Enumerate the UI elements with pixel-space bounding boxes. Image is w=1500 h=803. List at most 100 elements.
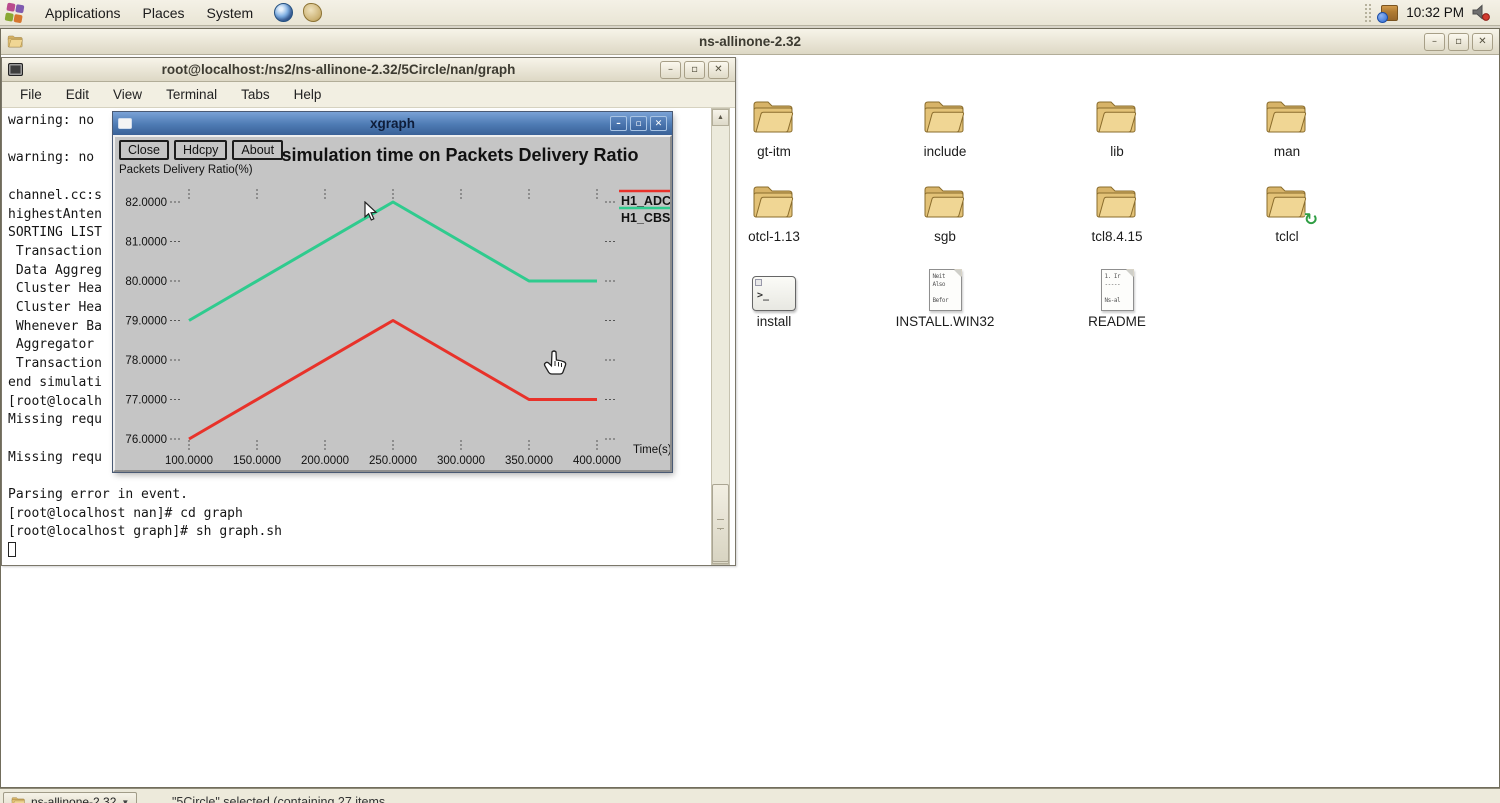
file-label: tcl8.4.15 (1091, 229, 1143, 244)
symlink-emblem-icon: ↻ (1303, 210, 1318, 230)
x-tick-label: 100.0000 (165, 455, 213, 467)
file-label: INSTALL.WIN32 (895, 314, 995, 329)
panel-menu-applications[interactable]: Applications (45, 4, 121, 21)
close-button[interactable]: ✕ (708, 60, 729, 79)
launcher-icon[interactable] (303, 3, 323, 22)
file-label: include (923, 144, 967, 159)
top-panel: Applications Places System 10:32 PM (0, 0, 1500, 26)
x-tick-label: 250.0000 (369, 455, 417, 467)
panel-left: Applications Places System (0, 2, 323, 23)
folder-icon (1264, 183, 1310, 226)
file-label: man (1273, 144, 1301, 159)
legend-label: H1_CBS (621, 211, 670, 225)
file-item-README[interactable]: 1. Ir ----- Ns-al README (1042, 261, 1192, 343)
hdcpy-button[interactable]: Hdcpy (173, 140, 228, 160)
minimize-button[interactable]: – (1424, 32, 1445, 51)
y-tick-label: 80.0000 (125, 276, 167, 288)
terminal-line: Cluster Hea (8, 281, 102, 297)
taskbar: ns-allinone-2.32 ▼ "5Circle" selected (c… (0, 788, 1500, 803)
terminal-line: warning: no (8, 150, 95, 166)
line-chart: 76.0000 77.0000 78.0000 79.0000 80.0000 81.00… (125, 189, 670, 467)
panel-menu-places[interactable]: Places (142, 4, 185, 21)
file-item-otcl-1.13[interactable]: otcl-1.13 (699, 176, 849, 258)
taskbar-window-button[interactable]: ns-allinone-2.32 ▼ (3, 792, 138, 803)
folder-icon (7, 34, 24, 49)
clock[interactable]: 10:32 PM (1406, 5, 1464, 20)
taskbar-window-label: ns-allinone-2.32 (31, 795, 117, 803)
scrollbar-thumb[interactable] (712, 484, 729, 562)
menu-tabs[interactable]: Tabs (241, 87, 270, 102)
file-item-install[interactable]: >_ install (699, 261, 849, 343)
terminal-scrollbar[interactable]: ▲ ▼ (711, 108, 730, 565)
distro-logo-icon[interactable] (4, 2, 26, 23)
volume-muted-icon[interactable] (1472, 3, 1492, 22)
text-file-icon: 1. Ir ----- Ns-al (1100, 269, 1134, 311)
terminal-line: channel.cc:s (8, 187, 102, 203)
terminal-line: Parsing error in event. (8, 487, 189, 503)
folder-icon (922, 98, 968, 141)
terminal-line: SORTING LIST (8, 225, 102, 241)
folder-icon (11, 796, 25, 803)
window-title: xgraph (369, 116, 415, 131)
y-tick-label: 76.0000 (125, 434, 167, 446)
file-item-man[interactable]: man (1212, 91, 1362, 173)
menu-view[interactable]: View (113, 87, 143, 102)
minimize-button[interactable]: – (610, 116, 627, 131)
file-item-tcl8.4.15[interactable]: tcl8.4.15 (1042, 176, 1192, 258)
folder-icon (1094, 183, 1140, 226)
terminal-line: Transaction (8, 356, 102, 372)
file-item-gt-itm[interactable]: gt-itm (699, 91, 849, 173)
x-axis-label: Time(s) (633, 444, 670, 456)
xgraph-titlebar[interactable]: xgraph – ▫ ✕ (113, 112, 672, 135)
taskbar-status-text: "5Circle" selected (containing 27 items.… (172, 795, 396, 803)
maximize-button[interactable]: ▫ (684, 60, 705, 79)
y-tick-label: 82.0000 (125, 197, 167, 209)
x-tick-label: 350.0000 (505, 455, 553, 467)
series-H1_CBS (188, 200, 597, 322)
terminal-line: warning: no (8, 113, 95, 128)
menu-edit[interactable]: Edit (65, 87, 90, 102)
panel-grip[interactable] (1364, 2, 1374, 23)
minimize-button[interactable]: – (660, 60, 681, 79)
terminal-line: [root@localhost nan]# cd graph (8, 505, 243, 521)
xgraph-body: 76.0000 77.0000 78.0000 79.0000 80.0000 81.00… (113, 135, 672, 472)
x-tick-label: 400.0000 (573, 455, 621, 467)
close-button[interactable]: ✕ (1472, 32, 1493, 51)
update-badge-icon (1377, 11, 1389, 23)
about-button[interactable]: About (232, 140, 284, 160)
menu-help[interactable]: Help (293, 87, 322, 102)
file-item-INSTALL.WIN32[interactable]: Neit Also Befor INSTALL.WIN32 (870, 261, 1020, 343)
file-item-include[interactable]: include (870, 91, 1020, 173)
file-label: install (756, 314, 792, 329)
folder-icon (751, 183, 797, 226)
close-button[interactable]: ✕ (650, 116, 667, 131)
y-axis-label: Packets Delivery Ratio(%) (119, 164, 253, 176)
maximize-button[interactable]: ▫ (630, 116, 647, 131)
file-manager-titlebar[interactable]: ns-allinone-2.32 – ▫ ✕ (1, 29, 1499, 55)
file-item-tclcl[interactable]: ↻ tclcl (1212, 176, 1362, 258)
close-button[interactable]: Close (119, 140, 169, 160)
terminal-line: Data Aggreg (8, 262, 102, 278)
terminal-line: highestAnten (8, 206, 102, 222)
terminal-line: Transaction (8, 243, 102, 259)
web-browser-icon[interactable] (274, 3, 294, 22)
terminal-line: Cluster Hea (8, 300, 102, 316)
file-item-sgb[interactable]: sgb (870, 176, 1020, 258)
window-title: root@localhost:/ns2/ns-allinone-2.32/5Ci… (161, 62, 516, 77)
scroll-up-button[interactable]: ▲ (712, 109, 729, 126)
y-tick-label: 77.0000 (125, 395, 167, 407)
xgraph-app-icon (118, 118, 132, 129)
x-tick-label: 200.0000 (301, 455, 349, 467)
dropdown-icon: ▼ (121, 797, 130, 803)
file-label: otcl-1.13 (748, 229, 800, 244)
maximize-button[interactable]: ▫ (1448, 32, 1469, 51)
menu-file[interactable]: File (20, 87, 42, 102)
scrollbar-track[interactable] (712, 126, 729, 562)
terminal-titlebar[interactable]: root@localhost:/ns2/ns-allinone-2.32/5Ci… (2, 58, 735, 82)
terminal-line: [root@localhost graph]# sh graph.sh (8, 524, 282, 540)
panel-menu-system[interactable]: System (206, 4, 254, 21)
menu-terminal[interactable]: Terminal (166, 87, 218, 102)
update-notifier-icon[interactable] (1377, 4, 1399, 23)
y-tick-label: 81.0000 (125, 237, 167, 249)
file-item-lib[interactable]: lib (1042, 91, 1192, 173)
